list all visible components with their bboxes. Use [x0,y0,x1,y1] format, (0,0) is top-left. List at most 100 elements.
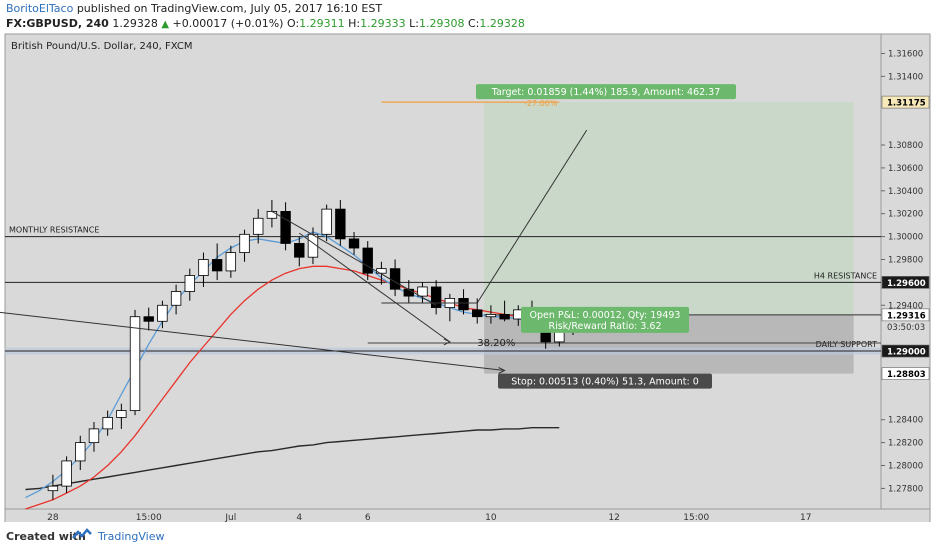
target-label: Target: 0.01859 (1.44%) 185.9, Amount: 4… [491,87,721,98]
x-tick-label: 4 [296,513,302,523]
y-tick-label: 1.30000 [888,233,923,243]
candle-body [472,309,483,318]
y-tick-label: 1.30400 [888,187,923,197]
candle-body [61,460,72,487]
candle-body [170,291,182,306]
close-label: C: [467,17,480,30]
x-tick-label: Jul [224,513,236,523]
pnl-label-bg [521,306,689,333]
y-tick-label: 1.30600 [888,164,923,174]
up-triangle-icon: ▲ [161,19,170,30]
candle-body [362,247,373,274]
candle-body [47,485,59,492]
y-tick-label: 1.28000 [888,462,923,472]
candle-body [348,238,360,249]
candle-body [266,211,278,219]
pnl-label: Open P&L: 0.00012, Qty: 19493 [530,310,681,321]
trend-line-2 [298,232,451,343]
ma-mid-line [25,265,560,510]
low-label: L: [409,17,419,30]
level-label-0: MONTHLY RESISTANCE [9,226,99,235]
close-value: 1.29328 [479,17,525,30]
symbol-info: FX:GBPUSD, 240 1.29328 ▲ +0.00017 (+0.01… [6,17,525,30]
candle-body [184,275,195,292]
x-tick-label: 12 [608,513,619,523]
price-flag-label-0: 1.31175 [887,99,926,109]
low-value: 1.29308 [418,17,465,30]
tradingview-brand[interactable]: TradingView [98,530,165,543]
target-level-label: -27.00% [524,99,558,108]
price-axis [880,33,931,510]
price-flag-label-2: 1.29316 [887,311,926,321]
candle-body [294,243,305,258]
candle-body [280,211,291,244]
x-tick-label: 15:00 [136,513,162,523]
tradingview-logo-icon [72,528,92,539]
price-change: +0.00017 (+0.01%) [172,17,284,30]
y-tick-label: 1.31400 [888,72,923,82]
y-tick-label: 1.29400 [888,301,923,311]
open-label: O: [286,17,300,30]
candle-body [102,417,113,430]
candle-body [335,208,346,240]
candle-body [198,259,209,276]
y-tick-label: 1.31600 [888,49,923,59]
published-text: published on TradingView.com, July 05, 2… [76,2,383,15]
candle-body [499,314,510,320]
candle-body [485,314,497,318]
level-label-2: DAILY SUPPORT [816,340,878,349]
price-flag-0 [881,95,930,109]
chart-header: BoritoElTaco published on TradingView.co… [0,0,932,32]
rr-label: Risk/Reward Ratio: 3.62 [548,321,661,332]
candle-body [143,316,154,322]
candle-body [403,288,414,297]
candle-body [211,259,223,272]
arrow-head-icon [443,338,451,346]
candle-body [239,233,250,254]
stop-label-bg [498,373,712,389]
trend-line-0 [0,311,505,372]
y-tick-label: 1.28200 [888,439,923,449]
x-tick-label: 6 [365,513,371,523]
symbol-label: FX:GBPUSD, 240 [6,17,109,30]
price-flag-label-3: 1.29000 [887,348,926,358]
target-zone [484,102,854,315]
author-link[interactable]: BoritoElTaco [6,2,74,15]
candle-body [417,286,428,297]
y-tick-label: 1.28400 [888,416,923,426]
trend-line-4 [476,129,588,304]
candle-body [116,410,127,418]
candle-body [389,268,401,290]
x-tick-label: 15:00 [683,513,709,523]
candle-body [75,442,86,462]
price-flag-1 [881,276,930,289]
y-tick-label: 1.29800 [888,255,923,265]
candle-body [225,252,237,272]
footer: Created with TradingView [0,522,932,550]
stop-label: Stop: 0.00513 (0.40%) 51.3, Amount: 0 [511,377,699,388]
candle-body [430,286,442,308]
high-value: 1.29333 [360,17,406,30]
y-tick-label: 1.27800 [888,484,923,494]
x-tick-label: 10 [485,513,497,523]
x-tick-label: 17 [800,513,811,523]
price-flag-3 [881,344,930,358]
fib-label: 38.20% [477,338,515,349]
price-flag-4 [881,367,930,380]
target-label-bg [476,84,736,100]
created-with-text: Created with [6,530,86,543]
y-tick-label: 1.30200 [888,210,923,220]
ma-fast-line [25,231,560,499]
last-price: 1.29328 [112,17,158,30]
chart-title: British Pound/U.S. Dollar, 240, FXCM [11,41,192,52]
level-label-1: H4 RESISTANCE [814,271,877,280]
price-flag-2 [881,308,930,322]
trend-line-1 [271,210,437,306]
candle-body [458,297,469,311]
y-tick-label: 1.30800 [888,141,923,151]
open-value: 1.29311 [299,17,345,30]
candle-body [88,428,100,444]
price-flag-label-1: 1.29600 [887,279,926,289]
countdown-label: 03:50:03 [887,323,925,333]
